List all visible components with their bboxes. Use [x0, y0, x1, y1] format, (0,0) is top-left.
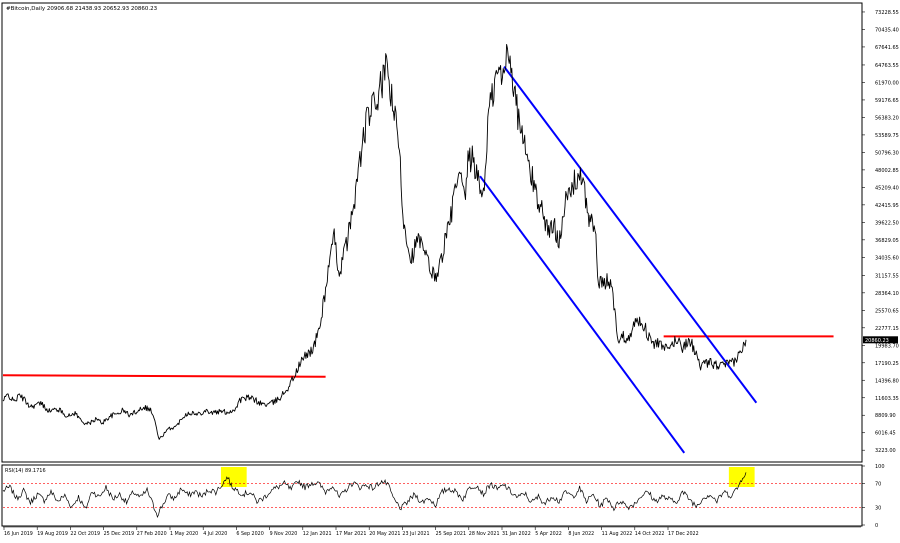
time-tick-label: 22 Oct 2019 [70, 531, 100, 537]
price-tick-label: 50796.30 [875, 150, 899, 156]
price-tick-label: 8809.90 [875, 413, 896, 419]
time-tick-label: 25 Sep 2021 [436, 531, 466, 537]
price-pane: 73228.55 70435.40 67641.65 64763.55 61970.00… [1, 2, 899, 463]
price-tick-label: 59176.65 [875, 98, 899, 104]
price-tick-label: 14396.80 [875, 378, 899, 384]
time-tick-label: 14 Oct 2022 [635, 531, 665, 537]
price-tick-label: 34035.60 [875, 255, 899, 261]
time-tick-label: 6 Sep 2020 [236, 531, 263, 537]
current-price-label: 20860.23 [865, 338, 889, 344]
rsi-pane: 100 70 30 0 RSI(14) 89.1716 [1, 464, 885, 529]
rsi-line [2, 472, 747, 518]
rsi-overbought-highlight [220, 467, 247, 487]
rsi-overbought-highlight [728, 467, 755, 487]
price-tick-label: 17190.25 [875, 361, 899, 367]
time-tick-label: 11 Aug 2022 [602, 531, 633, 537]
price-tick-label: 31157.55 [875, 273, 899, 279]
rsi-label: RSI(14) 89.1716 [5, 468, 46, 474]
price-tick-label: 53589.75 [875, 133, 899, 139]
price-tick-label: 19983.70 [875, 343, 899, 349]
rsi-axis: 100 70 30 0 [862, 464, 885, 529]
price-series [2, 43, 747, 440]
trend-overlays [2, 66, 834, 454]
current-price-tag: 20860.23 [863, 336, 898, 344]
price-pane-frame [1, 2, 863, 463]
time-tick-label: 5 Apr 2022 [535, 531, 562, 537]
time-tick-label: 19 Aug 2019 [37, 531, 68, 537]
price-tick-label: 42415.95 [875, 203, 899, 209]
price-tick-label: 73228.55 [875, 10, 899, 16]
price-tick-label: 28364.10 [875, 291, 899, 297]
time-tick-label: 16 Jun 2019 [4, 531, 33, 537]
price-tick-label: 36829.05 [875, 238, 899, 244]
time-tick-label: 8 Jun 2022 [568, 531, 594, 537]
rsi-tick-label: 0 [875, 523, 878, 529]
rsi-series [2, 472, 747, 518]
channel-upper-line [503, 66, 758, 404]
rsi-tick-label: 100 [875, 464, 885, 470]
time-tick-label: 27 Feb 2020 [137, 531, 167, 537]
resistance-line-2019 [2, 374, 326, 378]
price-tick-label: 22777.15 [875, 326, 899, 332]
price-tick-label: 11603.35 [875, 396, 899, 402]
price-tick-label: 70435.40 [875, 27, 899, 33]
price-tick-label: 25570.65 [875, 308, 899, 314]
time-tick-label: 4 Jul 2020 [203, 531, 227, 537]
time-tick-label: 31 Jan 2022 [502, 531, 531, 537]
rsi-tick-label: 70 [875, 482, 881, 488]
price-tick-label: 45209.40 [875, 185, 899, 191]
rsi-highlights [220, 467, 755, 487]
time-axis: 16 Jun 2019 19 Aug 2019 22 Oct 2019 25 Dec … [3, 526, 861, 537]
time-tick-label: 9 Nov 2020 [270, 531, 298, 537]
price-tick-label: 48002.85 [875, 168, 899, 174]
price-tick-label: 39622.50 [875, 220, 899, 226]
time-tick-label: 17 Mar 2021 [336, 531, 366, 537]
time-tick-label: 1 May 2020 [170, 531, 198, 537]
rsi-levels [3, 483, 861, 508]
price-line [2, 43, 747, 440]
channel-lower-line [479, 175, 686, 454]
rsi-tick-label: 30 [875, 505, 881, 511]
time-tick-label: 25 Dec 2019 [104, 531, 135, 537]
price-tick-label: 3223.00 [875, 448, 896, 454]
time-tick-label: 17 Dec 2022 [668, 531, 699, 537]
chart-title: #Bitcoin,Daily 20906.68 21438.93 20652.9… [6, 6, 158, 12]
price-axis: 73228.55 70435.40 67641.65 64763.55 61970.00… [862, 10, 899, 454]
price-tick-label: 61970.00 [875, 80, 899, 86]
price-tick-label: 56383.20 [875, 115, 899, 121]
price-tick-label: 6016.45 [875, 431, 896, 437]
current-price-box [863, 336, 898, 344]
time-tick-label: 12 Jan 2021 [303, 531, 332, 537]
price-tick-label: 64763.55 [875, 63, 899, 69]
price-tick-label: 67641.65 [875, 45, 899, 51]
rsi-pane-frame [1, 464, 863, 527]
time-tick-label: 23 Jul 2021 [402, 531, 429, 537]
time-tick-label: 20 May 2021 [369, 531, 400, 537]
time-tick-label: 28 Nov 2021 [469, 531, 500, 537]
